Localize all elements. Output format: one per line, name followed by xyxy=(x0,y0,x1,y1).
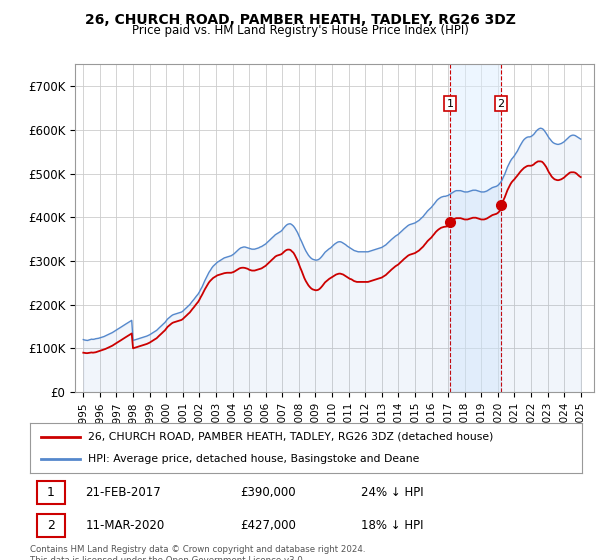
Text: £427,000: £427,000 xyxy=(240,519,296,532)
FancyBboxPatch shape xyxy=(37,514,65,536)
Text: HPI: Average price, detached house, Basingstoke and Deane: HPI: Average price, detached house, Basi… xyxy=(88,454,419,464)
Text: 11-MAR-2020: 11-MAR-2020 xyxy=(85,519,164,532)
Text: 1: 1 xyxy=(47,486,55,499)
Text: 18% ↓ HPI: 18% ↓ HPI xyxy=(361,519,424,532)
Text: 26, CHURCH ROAD, PAMBER HEATH, TADLEY, RG26 3DZ (detached house): 26, CHURCH ROAD, PAMBER HEATH, TADLEY, R… xyxy=(88,432,493,442)
Bar xyxy=(450,64,501,392)
Text: 21-FEB-2017: 21-FEB-2017 xyxy=(85,486,161,499)
Text: 2: 2 xyxy=(47,519,55,532)
FancyBboxPatch shape xyxy=(37,481,65,503)
Text: 26, CHURCH ROAD, PAMBER HEATH, TADLEY, RG26 3DZ: 26, CHURCH ROAD, PAMBER HEATH, TADLEY, R… xyxy=(85,13,515,27)
Text: £390,000: £390,000 xyxy=(240,486,295,499)
Text: Contains HM Land Registry data © Crown copyright and database right 2024.
This d: Contains HM Land Registry data © Crown c… xyxy=(30,545,365,560)
Text: 2: 2 xyxy=(497,99,505,109)
Text: 1: 1 xyxy=(446,99,454,109)
Text: Price paid vs. HM Land Registry's House Price Index (HPI): Price paid vs. HM Land Registry's House … xyxy=(131,24,469,37)
Text: 24% ↓ HPI: 24% ↓ HPI xyxy=(361,486,424,499)
